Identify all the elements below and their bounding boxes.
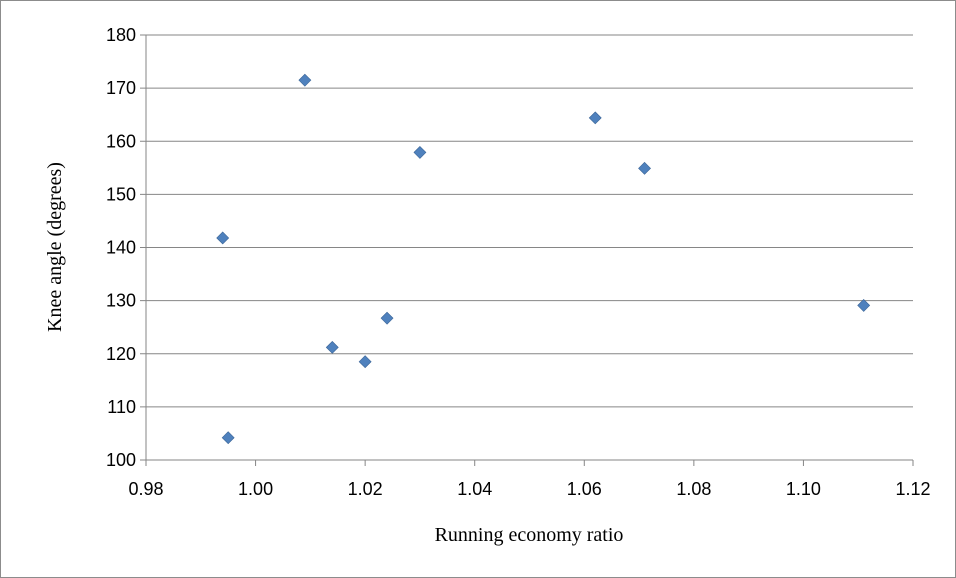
data-point [857, 298, 871, 312]
x-tick-label: 1.12 [895, 479, 930, 499]
data-point [638, 161, 651, 175]
x-tick-label: 1.04 [457, 479, 492, 499]
y-tick-label: 100 [106, 450, 136, 470]
y-tick-label: 160 [106, 131, 136, 151]
gridlines [146, 34, 913, 408]
x-tick-label: 1.06 [567, 479, 602, 499]
y-tick-label: 170 [106, 78, 136, 98]
y-tick-label: 130 [106, 291, 136, 311]
y-tick-label: 110 [107, 397, 136, 417]
data-point [325, 340, 339, 354]
y-tick-label: 150 [106, 184, 136, 204]
data-point [221, 431, 235, 445]
data-point [588, 111, 602, 125]
x-tick-labels: 0.98 1.00 1.02 1.04 1.06 1.08 1.10 1.12 [128, 479, 930, 499]
x-tick-label: 1.02 [348, 479, 383, 499]
x-axis-title: Running economy ratio [435, 524, 624, 546]
y-tick-labels: 100 110 120 130 140 150 160 170 180 [106, 25, 136, 470]
y-tick-label: 120 [106, 344, 136, 364]
x-tick-label: 1.10 [786, 479, 821, 499]
x-tick-label: 1.00 [238, 479, 273, 499]
data-point [216, 231, 230, 245]
data-points [216, 73, 871, 445]
y-axis-title: Knee angle (degrees) [44, 162, 66, 332]
axes [140, 34, 914, 466]
y-tick-label: 180 [106, 25, 136, 45]
data-point [358, 355, 372, 369]
data-point [298, 73, 312, 87]
data-point [413, 145, 427, 159]
x-tick-label: 0.98 [128, 479, 163, 499]
y-tick-label: 140 [106, 238, 136, 258]
data-point [380, 311, 394, 325]
x-tick-label: 1.08 [676, 479, 711, 499]
